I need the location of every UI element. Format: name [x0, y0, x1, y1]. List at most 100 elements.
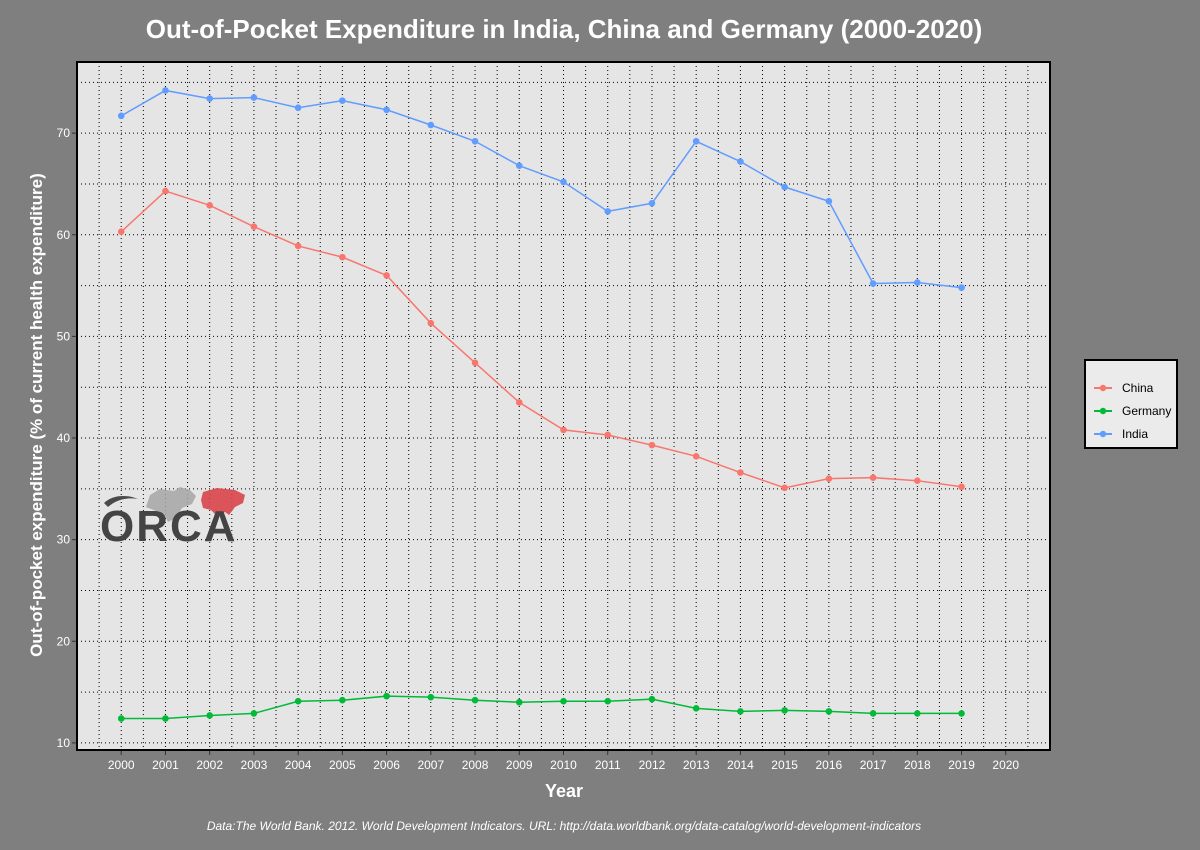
data-point-germany	[471, 696, 479, 704]
logo-text: ORCA	[100, 502, 238, 551]
series-line-germany	[121, 695, 962, 720]
data-point-india	[648, 199, 656, 207]
data-point-germany	[958, 710, 965, 717]
data-point-india	[692, 137, 700, 145]
data-point-india	[737, 158, 744, 165]
data-point-germany	[604, 697, 612, 705]
y-tick-label: 10	[57, 736, 71, 750]
x-tick-label: 2005	[329, 758, 356, 772]
x-tick-label: 2015	[771, 758, 798, 772]
y-axis-label: Out-of-pocket expenditure (% of current …	[27, 173, 46, 657]
data-point-china	[737, 469, 744, 476]
x-tick-label: 2012	[639, 758, 666, 772]
data-point-india	[825, 197, 833, 205]
x-tick-label: 2014	[727, 758, 754, 772]
x-tick-label: 2020	[992, 758, 1019, 772]
legend-key-china	[1094, 384, 1112, 392]
logo-swoosh	[104, 495, 138, 507]
data-point-india	[206, 95, 213, 102]
legend-label-china: China	[1122, 381, 1154, 395]
data-point-india	[560, 178, 567, 186]
data-point-germany	[648, 695, 656, 703]
data-point-china	[471, 359, 479, 367]
data-point-germany	[781, 707, 788, 714]
x-tick-label: 2010	[550, 758, 577, 772]
y-tick-label: 30	[57, 533, 71, 547]
data-point-germany	[560, 697, 567, 705]
x-tick-label: 2017	[860, 758, 887, 772]
legend-item-india: India	[1094, 425, 1148, 443]
y-tick-label: 60	[57, 228, 71, 242]
legend-label-india: India	[1122, 427, 1149, 441]
x-tick-label: 2002	[196, 758, 223, 772]
x-tick-label: 2007	[417, 758, 444, 772]
data-point-china	[958, 483, 965, 491]
data-point-china	[648, 441, 656, 449]
data-point-india	[515, 162, 523, 169]
series-layer	[117, 87, 965, 722]
data-point-china	[869, 474, 877, 481]
data-point-india	[383, 106, 390, 114]
legend-key-india	[1094, 430, 1112, 438]
data-point-china	[692, 453, 700, 460]
data-point-germany	[206, 712, 213, 719]
data-point-germany	[869, 710, 877, 717]
x-tick-label: 2004	[285, 758, 312, 772]
grid-lines	[77, 62, 1050, 750]
y-tick-label: 70	[57, 126, 71, 140]
data-point-china	[339, 253, 346, 261]
data-point-germany	[825, 708, 833, 715]
data-point-china	[162, 187, 169, 195]
plot-border	[76, 61, 1051, 751]
y-tick-label: 40	[57, 431, 71, 445]
data-point-india	[427, 121, 435, 129]
data-point-germany	[162, 715, 169, 722]
data-point-india	[781, 183, 788, 191]
data-point-germany	[692, 705, 700, 712]
legend: China Germany India	[1084, 359, 1178, 449]
data-point-india	[339, 97, 346, 104]
series-line-india	[120, 89, 962, 289]
x-tick-label: 2008	[462, 758, 489, 772]
y-tick-label: 50	[57, 329, 71, 343]
data-point-india	[604, 208, 612, 215]
data-point-china	[383, 272, 390, 279]
data-point-china	[206, 201, 213, 209]
logo-map-red	[201, 488, 245, 516]
orca-logo: ORCA	[100, 487, 245, 551]
x-axis-label: Year	[544, 781, 584, 801]
data-point-germany	[737, 708, 744, 715]
data-point-china	[250, 223, 258, 230]
data-source-caption: Data:The World Bank. 2012. World Develop…	[206, 819, 922, 833]
x-tick-label: 2001	[152, 758, 179, 772]
legend-item-germany: Germany	[1094, 402, 1171, 420]
data-point-india	[869, 280, 877, 287]
series-line-china	[120, 190, 962, 489]
data-point-germany	[294, 697, 302, 705]
data-point-china	[427, 319, 435, 327]
data-point-india	[294, 104, 302, 112]
x-tick-label: 2000	[108, 758, 135, 772]
data-point-germany	[914, 710, 921, 717]
data-point-germany	[427, 693, 435, 701]
data-point-germany	[250, 710, 258, 717]
data-point-china	[781, 484, 788, 492]
data-point-india	[117, 112, 125, 120]
x-tick-label: 2013	[683, 758, 710, 772]
logo-map-gray	[146, 487, 196, 522]
data-point-germany	[339, 696, 346, 704]
data-point-china	[825, 475, 833, 482]
y-tick-label: 20	[57, 634, 71, 648]
axis-ticks: 2000 2001 2002 2003 2004 2005 2006 2007 2008 2009…	[57, 126, 1020, 772]
data-point-india	[162, 87, 169, 94]
data-point-india	[250, 94, 258, 101]
data-point-germany	[383, 692, 390, 700]
legend-label-germany: Germany	[1122, 404, 1172, 418]
x-tick-label: 2003	[241, 758, 268, 772]
x-tick-label: 2009	[506, 758, 533, 772]
data-point-china	[604, 431, 612, 439]
x-tick-label: 2018	[904, 758, 931, 772]
data-point-china	[117, 228, 125, 236]
chart-title: Out-of-Pocket Expenditure in India, Chin…	[145, 14, 983, 44]
